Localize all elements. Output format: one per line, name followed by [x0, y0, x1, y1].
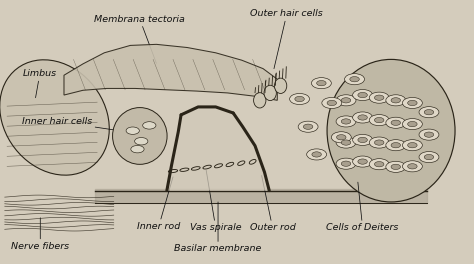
Circle shape: [358, 159, 367, 164]
Circle shape: [358, 115, 367, 120]
Circle shape: [402, 140, 422, 151]
Circle shape: [424, 154, 434, 160]
Circle shape: [358, 92, 367, 98]
Text: Cells of Deiters: Cells of Deiters: [327, 182, 399, 232]
Circle shape: [353, 112, 373, 123]
Circle shape: [337, 135, 346, 140]
Circle shape: [331, 132, 351, 143]
Polygon shape: [64, 44, 277, 100]
Circle shape: [391, 164, 401, 169]
Circle shape: [374, 162, 384, 167]
Circle shape: [419, 107, 439, 118]
Circle shape: [402, 97, 422, 109]
Circle shape: [353, 156, 373, 167]
Circle shape: [307, 149, 327, 160]
Text: Basilar membrane: Basilar membrane: [174, 202, 262, 253]
Text: Inner hair cells: Inner hair cells: [22, 117, 128, 132]
Circle shape: [391, 120, 401, 125]
Circle shape: [341, 119, 351, 124]
Circle shape: [341, 140, 351, 145]
Circle shape: [131, 145, 144, 153]
Circle shape: [374, 140, 384, 145]
Circle shape: [408, 100, 417, 106]
Circle shape: [135, 138, 148, 145]
Circle shape: [419, 129, 439, 140]
Circle shape: [353, 89, 373, 101]
Text: Vas spirale: Vas spirale: [190, 170, 241, 232]
Circle shape: [345, 74, 365, 85]
Polygon shape: [167, 107, 269, 191]
Circle shape: [391, 143, 401, 148]
Circle shape: [336, 95, 356, 106]
Circle shape: [369, 159, 389, 170]
Circle shape: [358, 137, 367, 143]
Circle shape: [311, 78, 331, 89]
Circle shape: [424, 110, 434, 115]
Circle shape: [350, 77, 359, 82]
Circle shape: [408, 143, 417, 148]
Circle shape: [143, 122, 156, 129]
Circle shape: [386, 95, 406, 106]
Circle shape: [341, 98, 351, 103]
Circle shape: [312, 152, 321, 157]
Circle shape: [386, 161, 406, 172]
Text: Outer hair cells: Outer hair cells: [250, 10, 323, 69]
Circle shape: [402, 161, 422, 172]
Circle shape: [322, 97, 342, 109]
Circle shape: [303, 124, 313, 129]
Text: Outer rod: Outer rod: [250, 176, 295, 232]
Circle shape: [402, 119, 422, 130]
Circle shape: [408, 164, 417, 169]
Text: Inner rod: Inner rod: [137, 177, 181, 231]
Circle shape: [419, 152, 439, 163]
Circle shape: [353, 134, 373, 145]
Circle shape: [336, 158, 356, 169]
Text: Membrana tectoria: Membrana tectoria: [94, 15, 185, 63]
Circle shape: [391, 98, 401, 103]
Circle shape: [317, 81, 326, 86]
Circle shape: [374, 95, 384, 100]
Ellipse shape: [264, 85, 276, 101]
Circle shape: [298, 121, 318, 132]
Ellipse shape: [0, 60, 109, 175]
Text: Limbus: Limbus: [23, 69, 57, 98]
Circle shape: [408, 121, 417, 127]
Circle shape: [336, 116, 356, 127]
Ellipse shape: [112, 108, 167, 164]
Circle shape: [341, 161, 351, 166]
Circle shape: [327, 100, 337, 106]
Circle shape: [386, 140, 406, 151]
Circle shape: [386, 117, 406, 128]
Circle shape: [369, 115, 389, 126]
Circle shape: [290, 93, 310, 105]
Ellipse shape: [254, 93, 266, 108]
Circle shape: [424, 132, 434, 137]
Ellipse shape: [327, 59, 455, 202]
Text: Nerve fibers: Nerve fibers: [11, 218, 69, 251]
Circle shape: [336, 137, 356, 148]
Ellipse shape: [274, 78, 287, 93]
Circle shape: [369, 92, 389, 103]
Circle shape: [126, 127, 139, 134]
Circle shape: [374, 117, 384, 123]
Circle shape: [369, 137, 389, 148]
Circle shape: [295, 96, 304, 102]
